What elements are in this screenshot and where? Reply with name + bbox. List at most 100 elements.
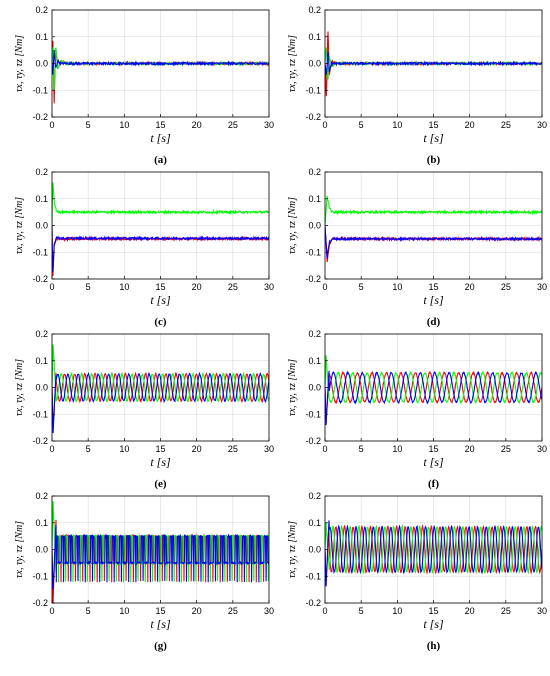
x-tick-label: 5 (359, 120, 364, 130)
x-tick-label: 10 (119, 282, 129, 292)
y-axis-label: τx, τy, τz [Nm] (14, 521, 25, 578)
x-tick-label: 20 (465, 120, 475, 130)
y-tick-label: 0.0 (308, 383, 321, 393)
y-tick-label: -0.2 (32, 274, 48, 284)
x-tick-label: 25 (228, 606, 238, 616)
x-axis-label: t [s] (150, 617, 171, 631)
x-tick-label: 30 (264, 282, 274, 292)
y-tick-label: -0.1 (305, 85, 321, 95)
y-tick-label: 0.0 (35, 59, 48, 69)
y-tick-label: 0.1 (308, 356, 321, 366)
y-tick-label: -0.2 (305, 598, 321, 608)
y-tick-label: 0.0 (35, 545, 48, 555)
x-tick-label: 20 (465, 606, 475, 616)
series-group (52, 501, 269, 603)
y-tick-label: -0.1 (305, 571, 321, 581)
series-line-z (325, 520, 542, 587)
x-tick-label: 20 (192, 282, 202, 292)
y-tick-label: -0.2 (305, 112, 321, 122)
x-tick-label: 15 (155, 282, 165, 292)
series-line-z (325, 225, 542, 259)
series-line-y (52, 501, 269, 583)
y-tick-label: 0.2 (35, 329, 48, 339)
x-tick-label: 0 (49, 282, 54, 292)
x-tick-label: 5 (86, 606, 91, 616)
x-tick-label: 10 (119, 606, 129, 616)
x-tick-label: 20 (192, 606, 202, 616)
chart-panel-h: 0 5 10 15 20 25 30 -0.2 -0.1 0.0 0.1 0.2 t [s] τx, τy… (287, 491, 547, 652)
panel-caption: (f) (428, 478, 439, 490)
series-group (325, 195, 542, 263)
x-tick-label: 5 (359, 282, 364, 292)
series-group (52, 182, 269, 276)
series-group (52, 40, 269, 104)
y-tick-label: 0.1 (308, 194, 321, 204)
x-axis-label: t [s] (150, 293, 171, 307)
chart-panel-c: 0 5 10 15 20 25 30 -0.2 -0.1 0.0 0.1 0.2 t [s] τx, τy… (14, 167, 274, 328)
series-line-z (52, 49, 269, 75)
panel-caption: (d) (427, 316, 441, 328)
panel-caption: (g) (154, 640, 167, 652)
series-line-x (325, 370, 542, 423)
x-tick-label: 25 (228, 120, 238, 130)
x-tick-label: 25 (501, 606, 511, 616)
x-tick-label: 20 (192, 120, 202, 130)
y-tick-label: 0.2 (35, 491, 48, 501)
x-tick-label: 15 (155, 120, 165, 130)
y-tick-label: -0.2 (32, 112, 48, 122)
y-tick-label: 0.1 (35, 194, 48, 204)
series-group (325, 520, 542, 587)
series-line-z (325, 370, 542, 426)
y-tick-label: 0.0 (35, 221, 48, 231)
x-tick-label: 15 (155, 606, 165, 616)
y-tick-label: -0.1 (32, 247, 48, 257)
series-line-z (52, 524, 269, 590)
chart-panel-b: 0 5 10 15 20 25 30 -0.2 -0.1 0.0 0.1 0.2 t [s] τx, τy… (287, 5, 547, 166)
series-line-y (325, 195, 542, 226)
chart-panel-f: 0 5 10 15 20 25 30 -0.2 -0.1 0.0 0.1 0.2 t [s] τx, τy… (287, 329, 547, 490)
y-axis-label: τx, τy, τz [Nm] (287, 359, 298, 416)
panel-caption: (b) (427, 154, 441, 166)
series-line-y (325, 522, 542, 575)
x-tick-label: 5 (86, 120, 91, 130)
y-tick-label: 0.0 (308, 221, 321, 231)
y-axis-label: τx, τy, τz [Nm] (287, 521, 298, 578)
series-group (52, 344, 269, 434)
x-tick-label: 30 (537, 120, 547, 130)
y-tick-label: -0.1 (305, 409, 321, 419)
y-tick-label: 0.2 (308, 5, 321, 15)
panel-caption: (e) (154, 478, 167, 490)
y-tick-label: -0.2 (305, 436, 321, 446)
x-tick-label: 5 (359, 444, 364, 454)
x-tick-label: 30 (537, 606, 547, 616)
y-tick-label: -0.1 (32, 571, 48, 581)
x-tick-label: 20 (465, 444, 475, 454)
x-tick-label: 10 (392, 282, 402, 292)
x-tick-label: 30 (264, 444, 274, 454)
y-tick-label: 0.1 (35, 32, 48, 42)
y-tick-label: -0.1 (32, 409, 48, 419)
y-tick-label: 0.0 (308, 59, 321, 69)
y-tick-label: 0.2 (35, 167, 48, 177)
y-axis-label: τx, τy, τz [Nm] (287, 197, 298, 254)
series-line-y (52, 344, 269, 404)
panel-caption: (h) (427, 640, 441, 652)
x-tick-label: 15 (428, 282, 438, 292)
x-tick-label: 20 (465, 282, 475, 292)
y-tick-label: 0.2 (35, 5, 48, 15)
x-tick-label: 10 (392, 120, 402, 130)
x-tick-label: 5 (359, 606, 364, 616)
x-tick-label: 5 (86, 444, 91, 454)
y-tick-label: 0.0 (35, 383, 48, 393)
x-tick-label: 10 (119, 120, 129, 130)
x-axis-label: t [s] (423, 293, 444, 307)
x-tick-label: 0 (322, 606, 327, 616)
y-tick-label: 0.1 (308, 518, 321, 528)
series-line-z (52, 371, 269, 434)
y-tick-label: 0.2 (308, 329, 321, 339)
x-tick-label: 0 (322, 444, 327, 454)
x-axis-label: t [s] (423, 617, 444, 631)
y-axis-label: τx, τy, τz [Nm] (287, 35, 298, 92)
chart-panel-e: 0 5 10 15 20 25 30 -0.2 -0.1 0.0 0.1 0.2 t [s] τx, τy… (14, 329, 274, 490)
